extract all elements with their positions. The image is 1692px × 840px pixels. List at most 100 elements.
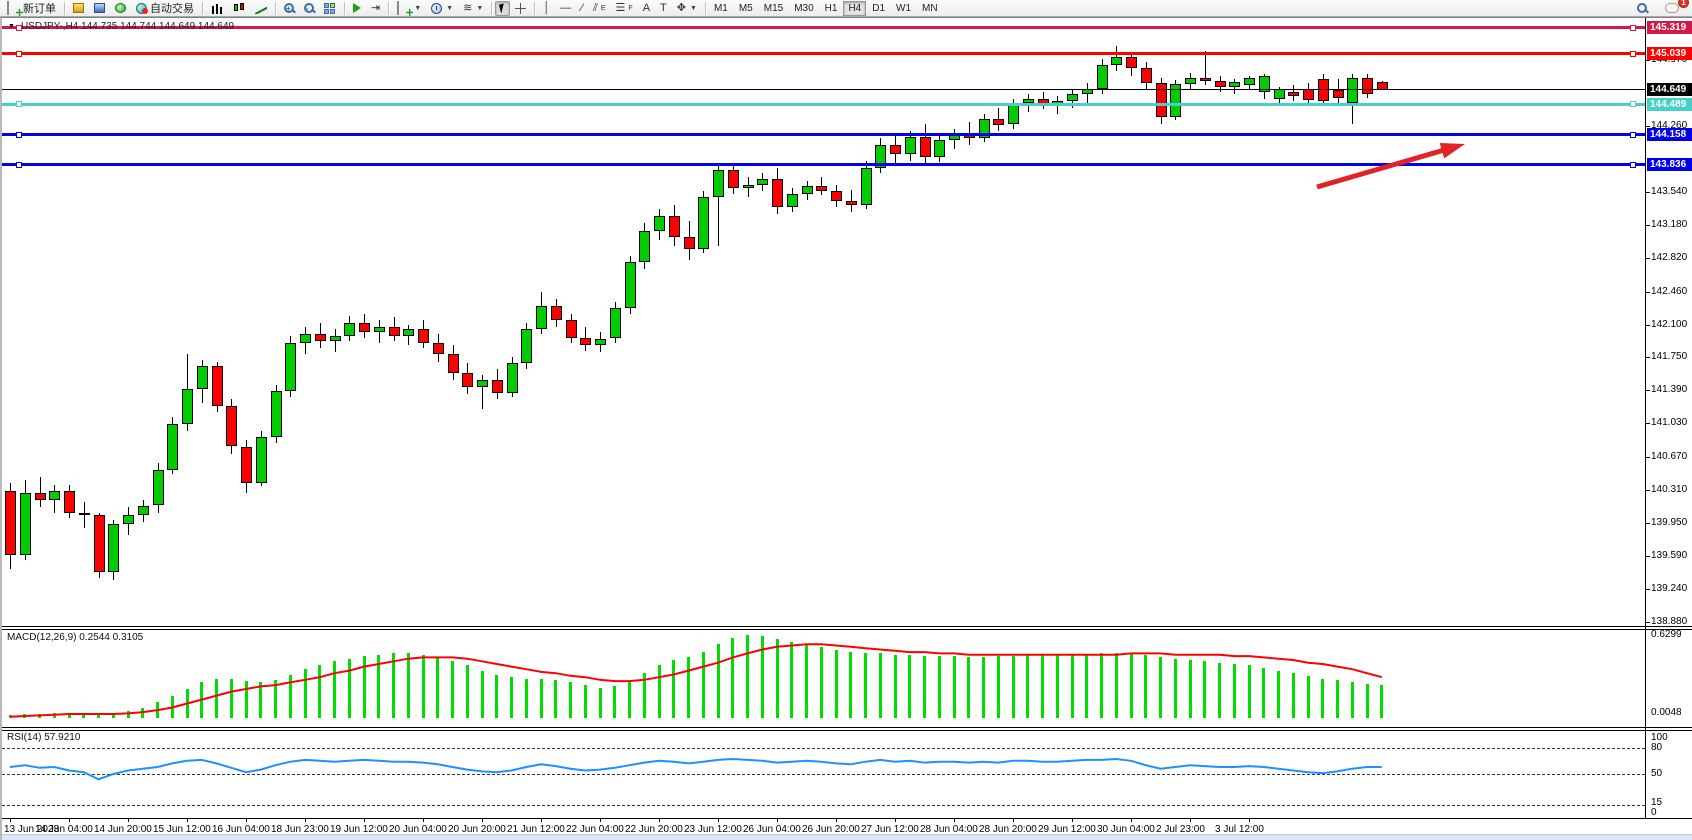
navigator-button[interactable] xyxy=(110,1,131,16)
candle-body-bear xyxy=(241,446,252,484)
time-tick-label: 2 Jul 23:00 xyxy=(1156,824,1205,835)
macd-histogram-bar xyxy=(539,678,543,718)
candle-body-bear xyxy=(432,343,444,355)
macd-histogram-bar xyxy=(893,654,897,718)
macd-histogram-bar xyxy=(465,665,469,718)
data-window-button[interactable] xyxy=(89,1,110,16)
indicators-button[interactable]: ▼ xyxy=(392,1,426,16)
candle-body-bull xyxy=(1258,75,1270,93)
candle-body-bear xyxy=(1303,88,1314,100)
chart-window[interactable]: ▼ USDJPY-,H4 144.735 144.744 144.649 144… xyxy=(0,17,1692,840)
annotation-arrow-shaft[interactable] xyxy=(1316,145,1452,190)
bar-chart-button[interactable] xyxy=(206,1,228,16)
candle-body-bull xyxy=(329,335,341,342)
macd-histogram-bar xyxy=(156,702,159,718)
line-handle[interactable] xyxy=(1630,101,1636,108)
candle-body-bull xyxy=(521,329,533,364)
timeframe-h4-button[interactable]: H4 xyxy=(843,0,867,16)
search-button[interactable] xyxy=(1632,1,1652,16)
timeframe-m15-button[interactable]: M15 xyxy=(763,2,784,14)
horizontal-line-144.489[interactable] xyxy=(2,102,1645,106)
auto-trading-button[interactable]: 自动交易 xyxy=(131,1,199,16)
line-handle[interactable] xyxy=(16,161,22,168)
line-handle[interactable] xyxy=(16,24,22,31)
candle-body-bear xyxy=(550,306,562,321)
vertical-line-tool-button[interactable]: │ xyxy=(538,1,555,16)
templates-icon: ≋ xyxy=(463,2,473,14)
macd-histogram-bar xyxy=(569,682,572,718)
price-tick-label: 142.100 xyxy=(1651,318,1688,330)
timeframe-h1-button[interactable]: H1 xyxy=(824,2,838,14)
axis-tick xyxy=(1645,489,1650,491)
macd-histogram-bar xyxy=(67,712,71,718)
candle-body-bear xyxy=(34,492,46,500)
auto-scroll-button[interactable] xyxy=(348,1,366,16)
window-menu-icon[interactable]: ▼ xyxy=(8,23,15,30)
rsi-scale-100: 100 xyxy=(1651,732,1668,743)
trendline-tool-button[interactable]: ∕ xyxy=(576,1,588,16)
horizontal-line-143.836[interactable] xyxy=(2,163,1645,167)
timeframe-w1-button[interactable]: W1 xyxy=(896,2,912,14)
channel-tool-button[interactable]: ⫽ E xyxy=(592,2,606,14)
candle-wick xyxy=(821,177,823,196)
line-handle[interactable] xyxy=(16,131,22,138)
fibonacci-tool-button[interactable]: ☰ F xyxy=(615,2,633,14)
annotation-arrow-head[interactable] xyxy=(1439,143,1465,159)
time-tick-label: 26 Jun 20:00 xyxy=(802,824,860,835)
arrows-tool-button[interactable]: ✥ ▼ xyxy=(676,2,697,14)
price-tick-label: 142.820 xyxy=(1651,252,1688,264)
timeframe-m30-button[interactable]: M30 xyxy=(794,2,814,14)
candlestick-chart-button[interactable] xyxy=(228,1,250,16)
market-watch-button[interactable] xyxy=(68,1,89,16)
candle-body-bull xyxy=(1244,77,1255,85)
candle-body-bear xyxy=(491,380,503,393)
candle-body-bull xyxy=(167,424,179,471)
line-handle[interactable] xyxy=(1630,161,1636,168)
rsi-scale-80: 80 xyxy=(1651,742,1663,753)
timeframe-mn-button[interactable]: MN xyxy=(922,2,938,14)
line-handle[interactable] xyxy=(1630,131,1636,138)
time-tick-label: 21 Jun 12:00 xyxy=(507,824,565,835)
horizontal-line-144.649[interactable] xyxy=(2,89,1645,91)
crosshair-tool-button[interactable] xyxy=(510,1,531,16)
candle-body-bear xyxy=(993,119,1005,125)
macd-histogram-bar xyxy=(421,654,425,718)
notifications-button[interactable]: 1 xyxy=(1660,0,1689,16)
line-handle[interactable] xyxy=(1630,24,1636,31)
timeframe-d1-button[interactable]: D1 xyxy=(872,2,886,14)
candle-body-bull xyxy=(196,366,208,390)
timeframe-m1-button[interactable]: M1 xyxy=(713,2,728,14)
price-tick-label: 140.310 xyxy=(1651,483,1688,495)
cursor-tool-button[interactable] xyxy=(495,0,511,16)
macd-histogram-bar xyxy=(1041,654,1044,718)
line-handle[interactable] xyxy=(16,101,22,108)
pane-separator[interactable] xyxy=(2,626,1692,627)
macd-histogram-bar xyxy=(1173,658,1177,718)
chart-shift-button[interactable]: ⇥ xyxy=(366,1,385,16)
pane-separator[interactable] xyxy=(2,727,1692,728)
horizontal-line-145.319[interactable] xyxy=(2,26,1645,30)
timeframe-m5-button[interactable]: M5 xyxy=(738,2,753,14)
toolbar-separator xyxy=(388,1,390,15)
zoom-out-button[interactable]: - xyxy=(299,1,319,16)
horizontal-line-144.158[interactable] xyxy=(2,133,1645,137)
candle-body-bear xyxy=(727,169,739,189)
line-handle[interactable] xyxy=(1630,50,1636,57)
line-chart-button[interactable] xyxy=(250,1,272,16)
line-handle[interactable] xyxy=(16,50,22,57)
horizontal-line-tool-button[interactable]: — xyxy=(555,1,576,16)
toolbar-separator xyxy=(704,1,706,15)
candle-body-bull xyxy=(934,140,946,157)
candle-body-bear xyxy=(845,201,857,205)
text-tool-button[interactable]: A xyxy=(638,1,655,16)
text-label-tool-button[interactable]: T xyxy=(655,1,672,16)
horizontal-line-145.039[interactable] xyxy=(2,52,1645,56)
zoom-in-button[interactable]: + xyxy=(279,1,299,16)
periods-button[interactable]: ▼ xyxy=(426,1,458,16)
templates-button[interactable]: ≋ ▼ xyxy=(463,2,484,14)
macd-histogram-bar xyxy=(436,657,440,718)
candle-body-bear xyxy=(93,514,105,572)
new-order-button[interactable]: 新订单 xyxy=(2,1,61,16)
tile-windows-button[interactable] xyxy=(319,1,341,16)
